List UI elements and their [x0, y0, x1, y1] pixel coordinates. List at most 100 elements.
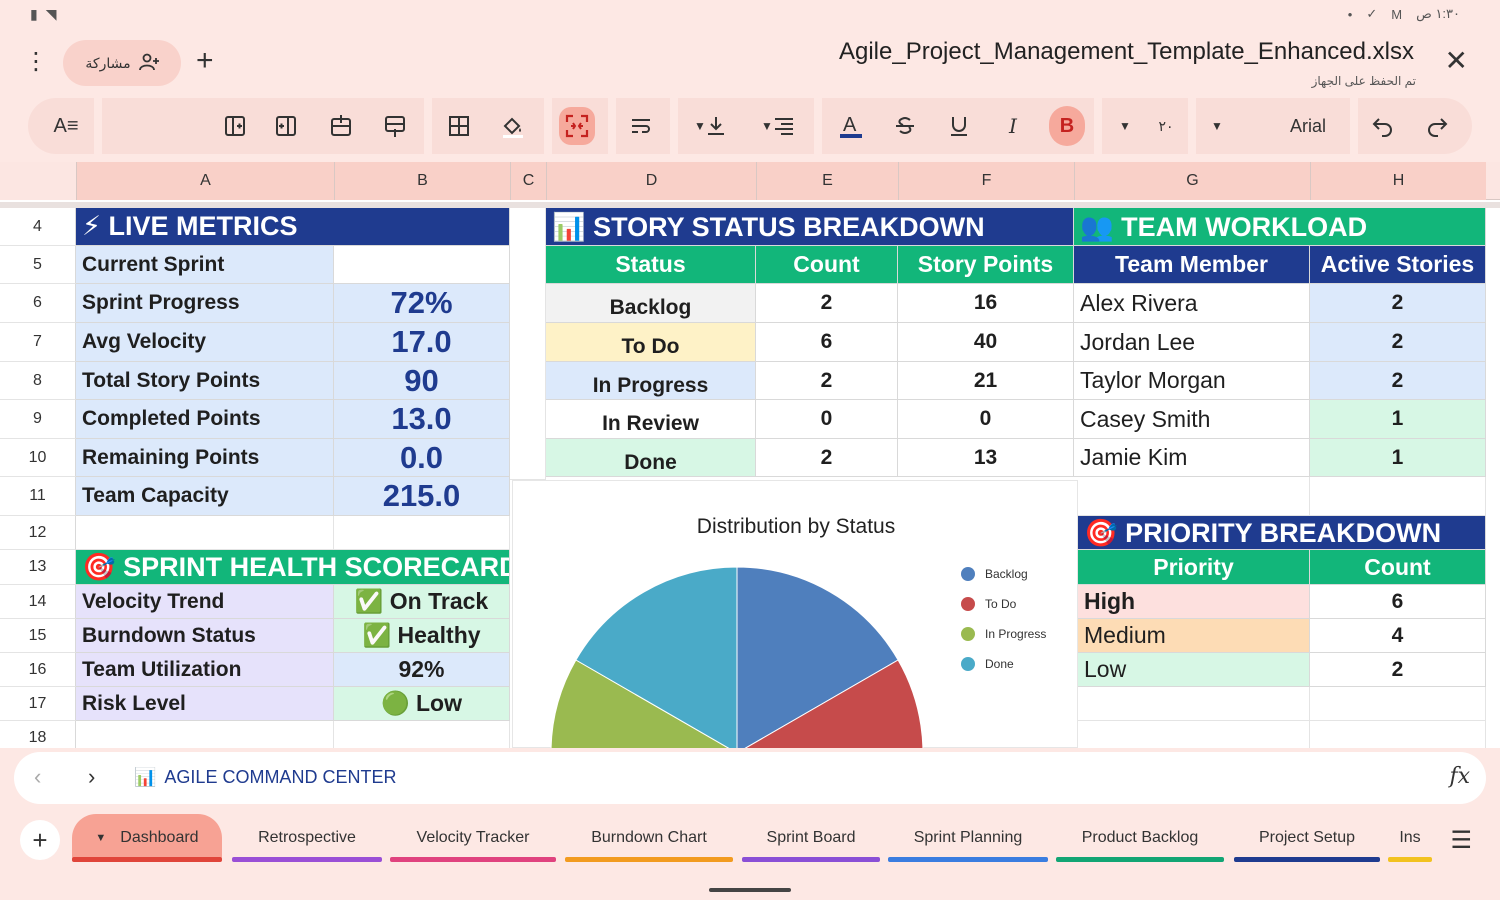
all-sheets-menu-icon[interactable]: ☰ [1450, 827, 1472, 854]
pie-slice-backlog[interactable] [736, 566, 899, 748]
pie-slice-done[interactable] [575, 566, 738, 748]
count-column-header[interactable]: Count [756, 246, 898, 284]
tab-product-backlog[interactable]: Product Backlog [1056, 814, 1224, 862]
metric-label[interactable]: Team Capacity [76, 477, 334, 516]
horizontal-align-icon[interactable]: ▼ [756, 98, 800, 154]
pie-slice-to-do[interactable] [576, 659, 924, 748]
team-member-name[interactable]: Alex Rivera [1074, 284, 1310, 323]
pie-slice-in-progress[interactable] [550, 659, 737, 748]
font-family-value[interactable]: Arial [1289, 115, 1326, 136]
tab-dashboard[interactable]: ▼ Dashboard [72, 814, 222, 862]
insert-column-right-icon[interactable] [269, 98, 303, 154]
column-header-g[interactable]: G [1074, 162, 1310, 200]
priority-header[interactable]: 🎯 PRIORITY BREAKDOWN [1078, 516, 1486, 550]
row-header[interactable]: 17 [0, 687, 76, 721]
status-count[interactable]: 0 [756, 400, 898, 439]
empty-cell[interactable] [1078, 687, 1310, 721]
undo-icon[interactable] [1366, 98, 1400, 154]
function-icon[interactable]: fx [1449, 764, 1470, 789]
empty-cell[interactable] [1310, 477, 1486, 516]
row-header[interactable]: 12 [0, 516, 76, 550]
chevron-left-icon[interactable]: ‹ [34, 764, 42, 789]
font-family-dropdown-icon[interactable]: ▼ [1211, 119, 1223, 133]
close-icon[interactable]: ✕ [1444, 45, 1468, 76]
status-points[interactable]: 21 [898, 362, 1074, 400]
text-wrap-icon[interactable] [624, 98, 658, 154]
metric-label[interactable]: Avg Velocity [76, 323, 334, 362]
metric-label[interactable]: Completed Points [76, 400, 334, 439]
active-stories-count[interactable]: 1 [1310, 400, 1486, 439]
empty-cell[interactable] [1078, 477, 1310, 516]
font-size-value[interactable]: ٢٠ [1158, 117, 1174, 134]
priority-count-column-header[interactable]: Count [1310, 550, 1486, 585]
status-count[interactable]: 2 [756, 362, 898, 400]
metric-label[interactable]: Total Story Points [76, 362, 334, 400]
team-member-name[interactable]: Taylor Morgan [1074, 362, 1310, 400]
status-points[interactable]: 40 [898, 323, 1074, 362]
row-header[interactable]: 11 [0, 477, 76, 516]
row-header[interactable]: 8 [0, 362, 76, 400]
column-header-d[interactable]: D [546, 162, 756, 200]
metric-value[interactable]: 0.0 [334, 439, 510, 477]
status-column-header[interactable]: Status [546, 246, 756, 284]
status-name[interactable]: Done [546, 439, 756, 477]
row-header[interactable]: 16 [0, 653, 76, 687]
add-sheet-button[interactable]: + [20, 820, 60, 860]
status-points[interactable]: 16 [898, 284, 1074, 323]
empty-cell[interactable] [334, 721, 510, 748]
metric-label[interactable]: Sprint Progress [76, 284, 334, 323]
metric-value[interactable]: 90 [334, 362, 510, 400]
health-label[interactable]: Burndown Status [76, 619, 334, 653]
tab-ins[interactable]: Ins [1388, 814, 1432, 862]
insert-row-below-icon[interactable] [378, 98, 412, 154]
empty-cell[interactable] [1310, 687, 1486, 721]
priority-name[interactable]: Low [1078, 653, 1310, 687]
status-name[interactable]: In Progress [546, 362, 756, 400]
status-name[interactable]: To Do [546, 323, 756, 362]
strikethrough-icon[interactable] [888, 98, 922, 154]
health-value[interactable]: 🟢 Low [334, 687, 510, 721]
row-header[interactable]: 15 [0, 619, 76, 653]
status-name[interactable]: In Review [546, 400, 756, 439]
metric-value[interactable] [334, 246, 510, 284]
row-header[interactable]: 5 [0, 246, 76, 284]
font-size-dropdown-icon[interactable]: ▼ [1119, 119, 1131, 133]
team-member-name[interactable]: Casey Smith [1074, 400, 1310, 439]
active-stories-count[interactable]: 2 [1310, 284, 1486, 323]
team-member-name[interactable]: Jamie Kim [1074, 439, 1310, 477]
priority-count[interactable]: 4 [1310, 619, 1486, 653]
story-points-column-header[interactable]: Story Points [898, 246, 1074, 284]
tab-retrospective[interactable]: Retrospective [232, 814, 382, 862]
add-icon[interactable]: + [196, 44, 214, 77]
health-value[interactable]: 92% [334, 653, 510, 687]
empty-cell[interactable] [76, 516, 334, 550]
metric-value[interactable]: 17.0 [334, 323, 510, 362]
metric-value[interactable]: 13.0 [334, 400, 510, 439]
row-header[interactable]: 4 [0, 208, 76, 246]
status-name[interactable]: Backlog [546, 284, 756, 323]
active-stories-count[interactable]: 1 [1310, 439, 1486, 477]
health-label[interactable]: Risk Level [76, 687, 334, 721]
select-all-corner[interactable] [0, 162, 76, 200]
status-points[interactable]: 13 [898, 439, 1074, 477]
more-options-icon[interactable]: ⋮ [24, 48, 48, 75]
status-distribution-chart[interactable]: Distribution by Status Backlog To Do In Pr… [512, 480, 1078, 748]
insert-row-above-icon[interactable] [324, 98, 358, 154]
metric-value[interactable]: 72% [334, 284, 510, 323]
tab-sprint-board[interactable]: Sprint Board [742, 814, 880, 862]
empty-cell[interactable] [1310, 721, 1486, 748]
column-header-a[interactable]: A [76, 162, 334, 200]
underline-icon[interactable] [942, 98, 976, 154]
priority-column-header[interactable]: Priority [1078, 550, 1310, 585]
formula-content[interactable]: 📊 AGILE COMMAND CENTER [134, 767, 396, 788]
row-header[interactable]: 6 [0, 284, 76, 323]
status-count[interactable]: 2 [756, 439, 898, 477]
column-header-c[interactable]: C [510, 162, 546, 200]
spreadsheet-grid[interactable]: A B C D E F G H 4 5 6 7 8 9 10 11 12 13 … [0, 162, 1500, 748]
health-label[interactable]: Team Utilization [76, 653, 334, 687]
merge-cells-icon[interactable] [559, 107, 595, 145]
team-workload-header[interactable]: 👥 TEAM WORKLOAD [1074, 208, 1486, 246]
empty-cell-column-c[interactable] [510, 208, 546, 480]
priority-name[interactable]: Medium [1078, 619, 1310, 653]
row-header[interactable]: 7 [0, 323, 76, 362]
